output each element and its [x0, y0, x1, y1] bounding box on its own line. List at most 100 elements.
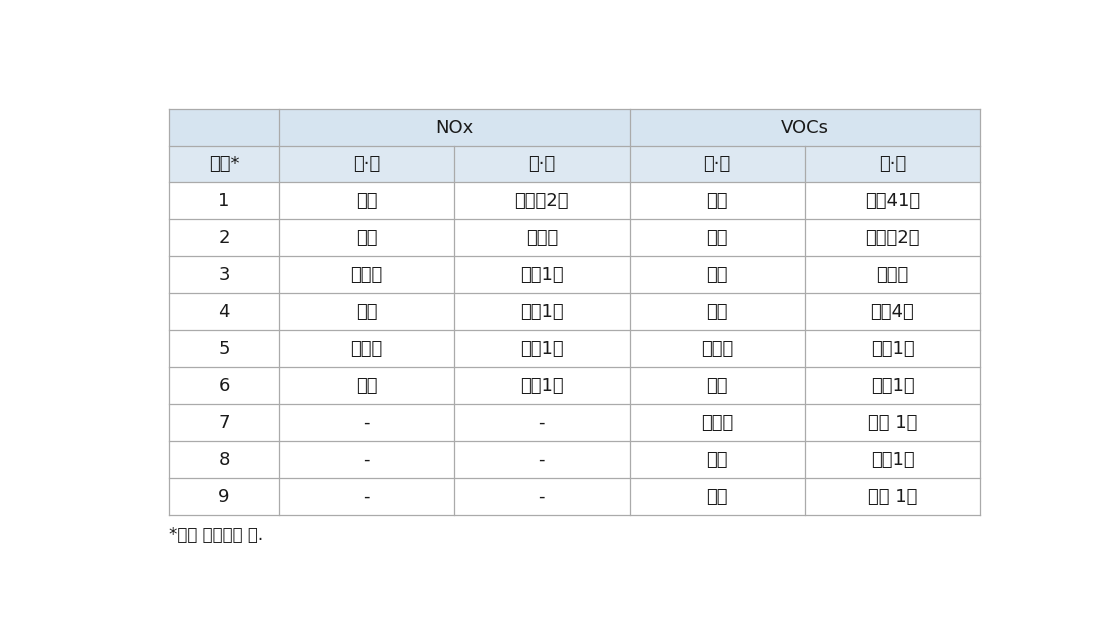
Bar	[169, 441, 279, 478]
Text: 6: 6	[218, 377, 229, 395]
Text: 가앴41동: 가앴41동	[865, 192, 920, 210]
Text: -: -	[363, 488, 370, 506]
Text: 중구: 중구	[356, 303, 377, 321]
Bar	[169, 183, 279, 219]
Bar	[279, 404, 454, 441]
Bar	[630, 219, 805, 257]
Text: 진구: 진구	[707, 488, 728, 506]
Bar	[279, 109, 630, 146]
Text: 1: 1	[218, 192, 229, 210]
Bar	[169, 257, 279, 293]
Text: 남부민2동: 남부민2동	[514, 192, 569, 210]
Bar	[279, 257, 454, 293]
Bar	[805, 478, 981, 515]
Bar	[279, 331, 454, 367]
Text: 남부민2동: 남부민2동	[865, 229, 919, 247]
Text: 동굉1동: 동굉1동	[520, 303, 563, 321]
Bar	[279, 183, 454, 219]
Bar	[630, 183, 805, 219]
Text: 8: 8	[218, 451, 229, 469]
Bar	[454, 404, 630, 441]
Text: 영주1동: 영주1동	[520, 377, 563, 395]
Bar	[279, 146, 454, 183]
Bar	[630, 331, 805, 367]
Text: 9: 9	[218, 488, 230, 506]
Text: 영도구: 영도구	[351, 340, 383, 358]
Text: 군·구: 군·구	[353, 155, 381, 173]
Bar	[805, 293, 981, 331]
Bar	[454, 219, 630, 257]
Bar	[805, 219, 981, 257]
Text: 점래1동: 점래1동	[520, 340, 563, 358]
Text: 보수동: 보수동	[876, 266, 908, 284]
Bar	[169, 219, 279, 257]
Bar	[805, 257, 981, 293]
Text: 보수동: 보수동	[525, 229, 558, 247]
Text: -: -	[363, 451, 370, 469]
Text: 읍·동: 읍·동	[529, 155, 555, 173]
Bar	[805, 331, 981, 367]
Bar	[630, 109, 981, 146]
Bar	[805, 441, 981, 478]
Bar	[279, 367, 454, 404]
Text: 4: 4	[218, 303, 230, 321]
Text: -: -	[539, 414, 545, 432]
Bar	[454, 146, 630, 183]
Text: 읍·동: 읍·동	[879, 155, 906, 173]
Bar	[454, 441, 630, 478]
Text: 좌천4동: 좌천4동	[870, 303, 915, 321]
Text: 동구: 동구	[707, 303, 728, 321]
Text: VOCs: VOCs	[781, 118, 829, 136]
Bar	[630, 441, 805, 478]
Bar	[630, 257, 805, 293]
Bar	[805, 404, 981, 441]
Bar	[454, 293, 630, 331]
Text: 영선1동: 영선1동	[870, 340, 914, 358]
Text: -: -	[363, 414, 370, 432]
Text: 영도구: 영도구	[701, 414, 733, 432]
Bar	[169, 478, 279, 515]
Bar	[279, 219, 454, 257]
Bar	[169, 367, 279, 404]
Text: 2: 2	[218, 229, 230, 247]
Text: 서구: 서구	[707, 229, 728, 247]
Bar	[630, 404, 805, 441]
Bar	[454, 478, 630, 515]
Bar	[169, 293, 279, 331]
Bar	[454, 367, 630, 404]
Text: 7: 7	[218, 414, 230, 432]
Bar	[169, 331, 279, 367]
Bar	[169, 146, 279, 183]
Bar	[630, 478, 805, 515]
Text: 서구: 서구	[356, 192, 377, 210]
Text: 3: 3	[218, 266, 230, 284]
Bar	[169, 404, 279, 441]
Text: 중구: 중구	[356, 229, 377, 247]
Text: 진구: 진구	[707, 192, 728, 210]
Bar	[279, 478, 454, 515]
Text: 동굉1동: 동굉1동	[870, 377, 914, 395]
Text: 순위*: 순위*	[209, 155, 239, 173]
Text: NOx: NOx	[435, 118, 473, 136]
Bar	[630, 293, 805, 331]
Text: 5: 5	[218, 340, 230, 358]
Bar	[805, 146, 981, 183]
Bar	[454, 183, 630, 219]
Text: 영도구: 영도구	[701, 340, 733, 358]
Text: -: -	[539, 451, 545, 469]
Bar	[279, 441, 454, 478]
Text: *높은 인구밀도 순.: *높은 인구밀도 순.	[169, 526, 264, 544]
Text: -: -	[539, 488, 545, 506]
Bar	[630, 146, 805, 183]
Text: 영도구: 영도구	[351, 266, 383, 284]
Text: 중구: 중구	[707, 451, 728, 469]
Bar	[630, 367, 805, 404]
Bar	[169, 109, 279, 146]
Text: 중구: 중구	[707, 266, 728, 284]
Bar	[279, 293, 454, 331]
Text: 중구: 중구	[707, 377, 728, 395]
Text: 부압 1동: 부압 1동	[868, 488, 917, 506]
Text: 영선1동: 영선1동	[520, 266, 563, 284]
Bar	[805, 183, 981, 219]
Bar	[454, 257, 630, 293]
